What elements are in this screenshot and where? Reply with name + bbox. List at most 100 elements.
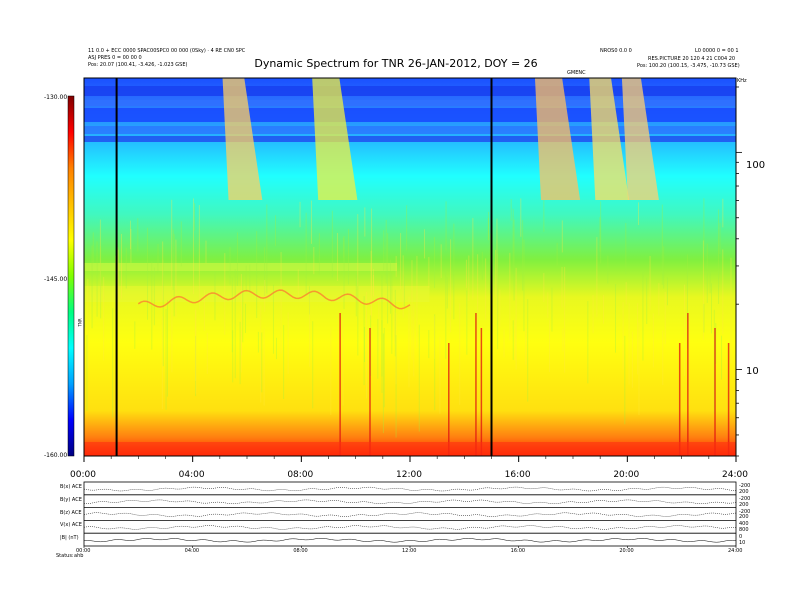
plasma-line-trace	[137, 289, 411, 310]
spectrum-texture-streak	[355, 273, 357, 317]
panel-trace	[83, 486, 737, 492]
spectrum-texture-streak	[625, 282, 627, 305]
spectrum-texture-streak	[652, 313, 654, 368]
spectrum-texture-streak	[549, 320, 551, 373]
spectrum-texture-streak	[481, 251, 483, 280]
spectrum-texture-streak	[446, 277, 448, 309]
spectrum-texture-streak	[157, 243, 159, 274]
spectrum-texture-streak	[428, 257, 430, 288]
spectrum-texture-streak	[347, 229, 349, 285]
spectrum-texture-streak	[195, 305, 197, 394]
spectrum-texture-streak	[658, 283, 660, 316]
spectrum-texture-streak	[428, 330, 430, 359]
spectrum-texture-streak	[275, 215, 277, 246]
spectrum-texture-streak	[664, 292, 666, 345]
spectrum-texture-streak	[631, 331, 633, 388]
spectrum-texture-streak	[312, 321, 314, 409]
spectrum-texture-streak	[299, 201, 301, 228]
radio-burst-2	[312, 78, 358, 200]
spectrum-texture-streak	[305, 212, 307, 295]
colorbar-label: TNR	[77, 318, 83, 327]
spectrum-texture-streak	[162, 260, 164, 367]
header-info-right-2: RES.PICTURE 20 120 4 21 C004 20	[648, 56, 736, 62]
panel-label: B(z) ACE	[60, 509, 82, 516]
spectrum-texture-streak	[465, 259, 467, 288]
spectrum-texture-streak	[722, 249, 724, 335]
bottom-x-tick-label: 00:00	[76, 548, 91, 554]
spectrum-texture-streak	[600, 201, 602, 264]
spectrum-texture-streak	[686, 254, 688, 349]
spectrum-texture-streak	[413, 304, 415, 377]
spectrum-texture-streak	[161, 316, 163, 410]
spectrum-texture-streak	[377, 318, 379, 379]
spectrum-texture-streak	[556, 242, 558, 266]
spectrum-texture-streak	[622, 302, 624, 370]
spectrum-texture-streak	[615, 283, 617, 353]
panel-right-tick: 800	[739, 527, 749, 534]
spectrum-texture-streak	[382, 333, 384, 434]
spectrum-texture-streak	[130, 229, 132, 263]
spectrum-texture-streak	[192, 198, 194, 295]
spectrum-texture-streak	[372, 268, 374, 296]
freq-tick-10: 10	[746, 366, 759, 377]
spectrum-texture-streak	[229, 247, 231, 285]
spectrum-texture-streak	[370, 250, 372, 320]
panel-right-tick: 400	[739, 521, 749, 528]
spectrum-texture-streak	[515, 267, 517, 370]
spectrum-texture-streak	[175, 239, 177, 318]
spectrum-texture-streak	[561, 220, 563, 253]
panel-right-tick: 10	[739, 540, 746, 546]
spectrum-texture-streak	[166, 299, 168, 397]
spectrum-texture-streak	[624, 335, 626, 425]
radio-burst-4	[589, 78, 630, 200]
spectrum-texture-streak	[257, 331, 259, 353]
spectrum-texture-streak	[395, 335, 397, 438]
spectrum-texture-streak	[663, 246, 665, 289]
spectrum-texture-streak	[602, 294, 604, 324]
spectrum-texture-streak	[450, 239, 452, 333]
spectrum-texture-streak	[440, 244, 442, 279]
spectrum-texture-streak	[245, 265, 247, 292]
spectrum-texture-streak	[343, 237, 345, 258]
panel-right-tick: 200	[739, 514, 749, 521]
spectrum-texture-streak	[527, 299, 529, 402]
colorbar-tick-bottom: -160.00	[44, 452, 68, 459]
spectrum-texture-streak	[198, 205, 200, 310]
spectrum-texture-streak	[596, 237, 598, 317]
header-info-right-3: Pos: 100.20 (100.15, -3.475, -10.73 GSE)	[637, 63, 740, 69]
spectrum-texture-streak	[646, 277, 648, 325]
spectrum-texture-streak	[543, 200, 545, 232]
spectrum-texture-streak	[153, 267, 155, 326]
chart-title: Dynamic Spectrum for TNR 26-JAN-2012, DO…	[254, 57, 538, 70]
spectrum-texture-streak	[173, 234, 175, 317]
emission-spike	[678, 343, 681, 456]
spectrum-texture-streak	[637, 202, 639, 226]
spectrum-texture-streak	[638, 322, 640, 416]
spectrum-texture-streak	[702, 240, 704, 340]
spectrum-texture-streak	[489, 233, 491, 294]
spectrum-texture-streak	[264, 279, 266, 312]
emission-spike	[339, 313, 341, 456]
spectrum-texture-streak	[364, 207, 366, 237]
spectrum-texture-streak	[121, 233, 123, 299]
bottom-x-tick-label: 24:00	[728, 548, 743, 554]
spectrum-texture-streak	[662, 330, 664, 386]
spectrum-texture-streak	[394, 299, 396, 345]
spectrum-texture-streak	[485, 258, 487, 320]
spectrum-texture-streak	[100, 246, 102, 319]
spectrum-texture-streak	[96, 241, 98, 317]
spectrum-texture-streak	[381, 320, 383, 393]
spectrum-texture-streak	[232, 330, 234, 383]
spectrum-texture-streak	[666, 277, 668, 306]
emission-spike	[475, 313, 477, 456]
solar-wind-panels	[83, 481, 737, 548]
spectrum-texture-streak	[308, 286, 310, 315]
spectrum-texture-streak	[512, 208, 514, 274]
header-info-line-3: Pos: 20.07 (100.41, -3.426, -1.023 GSE)	[88, 62, 188, 68]
spectrum-texture-streak	[172, 229, 174, 290]
spectrum-texture-streak	[512, 320, 514, 360]
spectrum-texture-streak	[642, 268, 644, 361]
emission-spike	[448, 343, 450, 456]
spectrum-texture-streak	[84, 266, 86, 328]
